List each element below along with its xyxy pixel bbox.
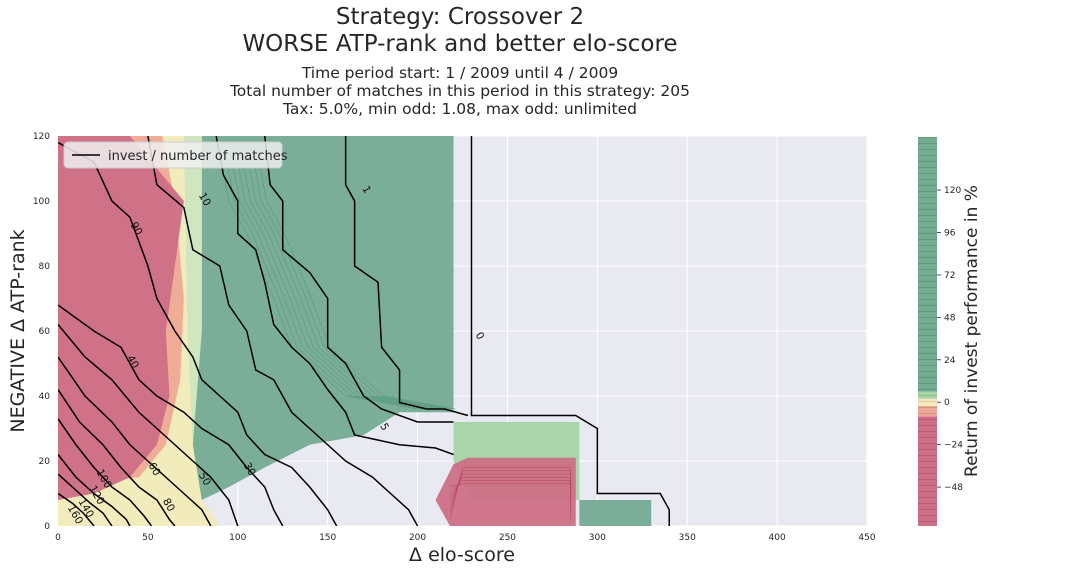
x-tick-label-5: 250 xyxy=(499,533,516,543)
inner-contour-green-2 xyxy=(230,152,429,410)
legend-label: invest / number of matches xyxy=(108,149,288,164)
colorbar-tick-label-3: 24 xyxy=(944,356,956,366)
inner-contour-green-6 xyxy=(251,152,450,410)
contour-label-3: 10 xyxy=(196,191,213,209)
contour-line-140 xyxy=(58,473,113,526)
contour-line-120 xyxy=(58,454,131,526)
x-tick-label-6: 300 xyxy=(589,533,606,543)
chart-title: Strategy: Crossover 2 WORSE ATP-rank and… xyxy=(0,4,920,58)
colorbar-hatch xyxy=(918,137,937,526)
contour-label-0: 0 xyxy=(473,330,487,342)
contour-line-40 xyxy=(58,304,284,526)
colorbar-tick-label-7: 120 xyxy=(944,186,961,196)
x-tick-labels: 0 50 100 150 200 250 300 350 400 450 xyxy=(55,533,876,543)
colorbar-label: Return of invest performance in % xyxy=(962,185,982,477)
contour-line-5 xyxy=(263,136,454,423)
chart-subtitle: Time period start: 1 / 2009 until 4 / 20… xyxy=(0,64,920,118)
x-tick-label-4: 200 xyxy=(409,533,426,543)
y-tick-labels: 0 20 40 60 80 100 120 xyxy=(33,132,50,532)
contour-line-20 xyxy=(147,136,419,526)
colorbar-tick-label-1: −24 xyxy=(944,441,963,451)
contour-label-1: 1 xyxy=(359,184,373,196)
y-axis-label: NEGATIVE Δ ATP-rank xyxy=(7,229,29,432)
y-tick-label-0: 0 xyxy=(44,522,50,532)
contour-label-8: 80 xyxy=(160,496,177,514)
colorbar-tick-label-4: 48 xyxy=(944,313,956,323)
contour-line-10 xyxy=(215,136,454,456)
x-tick-label-3: 150 xyxy=(319,533,336,543)
inner-contour-green-7 xyxy=(257,152,456,410)
region-loss-upper-left xyxy=(58,136,184,500)
contour-label-5: 40 xyxy=(124,353,141,371)
title-line-2: WORSE ATP-rank and better elo-score xyxy=(242,31,678,57)
contour-line-80 xyxy=(58,389,176,526)
region-strong-positive xyxy=(192,136,454,500)
contour-line-1 xyxy=(344,136,469,417)
contour-line-60 xyxy=(58,356,212,526)
inner-contour-green-0 xyxy=(219,152,418,410)
contour-label-2: 5 xyxy=(377,421,391,433)
y-tick-label-6: 120 xyxy=(33,132,50,142)
title-line-1: Strategy: Crossover 2 xyxy=(335,4,585,30)
heatmap-regions xyxy=(58,136,652,526)
contour-label-4: 30 xyxy=(241,460,258,478)
x-tick-label-8: 400 xyxy=(769,533,786,543)
subtitle-line-3: Tax: 5.0%, min odd: 1.08, max odd: unlim… xyxy=(283,100,637,118)
contour-label-6: 50 xyxy=(196,470,213,488)
contour-label-9: 90 xyxy=(128,220,145,238)
y-tick-label-2: 40 xyxy=(39,392,51,402)
contour-line-30 xyxy=(58,141,338,526)
inner-contour-red-5 xyxy=(449,483,571,488)
colorbar-tick-label-2: 0 xyxy=(944,398,950,408)
contour-line-100 xyxy=(58,418,153,526)
contour-lines xyxy=(58,136,670,526)
y-tick-label-1: 20 xyxy=(39,457,51,467)
y-tick-label-3: 60 xyxy=(39,327,51,337)
subtitle-line-1: Time period start: 1 / 2009 until 4 / 20… xyxy=(301,64,619,82)
inner-contour-green-5 xyxy=(246,152,445,410)
x-tick-label-7: 350 xyxy=(679,533,696,543)
subtitle-line-2: Total number of matches in this period i… xyxy=(229,82,691,100)
contour-label-7: 60 xyxy=(146,460,163,478)
region-lower-right-positive xyxy=(579,500,652,526)
region-loss-block xyxy=(435,457,576,526)
colorbar-tick-label-5: 72 xyxy=(944,271,955,281)
colorbar-tick-label-0: −48 xyxy=(944,483,963,493)
colorbar-tick-label-6: 96 xyxy=(944,228,956,238)
contour-line-50 xyxy=(58,324,239,526)
contour-line-160 xyxy=(58,492,95,526)
contour-line-0 xyxy=(470,136,670,526)
colorbar: −48 −24 0 24 48 72 96 120 xyxy=(918,137,963,526)
x-tick-label-2: 100 xyxy=(229,533,246,543)
y-tick-label-5: 100 xyxy=(33,197,50,207)
legend: invest / number of matches xyxy=(63,141,288,169)
inner-contour-green-4 xyxy=(241,152,440,410)
inner-contour-green-1 xyxy=(224,152,423,410)
y-tick-label-4: 80 xyxy=(39,262,51,272)
inner-contour-green-3 xyxy=(235,152,434,410)
x-axis-label: Δ elo-score xyxy=(409,544,515,566)
legend-box xyxy=(63,141,283,169)
x-tick-label-1: 50 xyxy=(142,533,154,543)
x-tick-label-0: 0 xyxy=(55,533,61,543)
x-tick-label-9: 450 xyxy=(858,533,875,543)
